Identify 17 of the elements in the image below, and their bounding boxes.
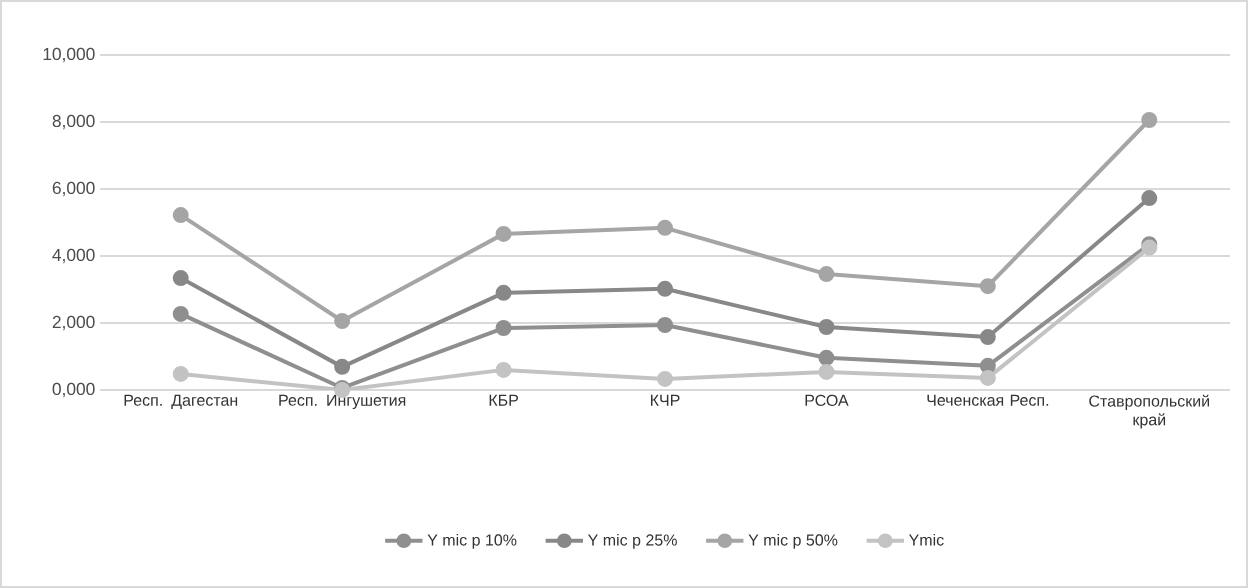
legend-label: Y mic p 50% bbox=[748, 533, 838, 549]
y-tick-label: 8,000 bbox=[52, 114, 95, 130]
x-tick-label: РСОА bbox=[805, 394, 849, 407]
y-tick-label: 0,000 bbox=[52, 382, 95, 398]
legend-label: Y mic p 25% bbox=[588, 533, 677, 549]
y-tick-label: 6,000 bbox=[52, 181, 95, 197]
x-tick-label: Респ. Дагестан bbox=[124, 394, 238, 409]
x-tick-label: Чеченская Респ. bbox=[927, 394, 1049, 406]
y-tick-label: 2,000 bbox=[52, 315, 95, 331]
x-tick-label: КБР bbox=[489, 394, 518, 406]
legend-label: Ymic bbox=[908, 533, 944, 546]
x-tick-label: Ставропольский край bbox=[1089, 394, 1209, 429]
legend-label: Y mic p 10% bbox=[427, 533, 517, 549]
y-tick-label: 4,000 bbox=[52, 248, 95, 264]
y-tick-label: 10,000 bbox=[43, 47, 95, 63]
x-tick-label: Респ. Ингушетия bbox=[279, 394, 406, 410]
x-tick-label: КЧР bbox=[651, 394, 680, 406]
